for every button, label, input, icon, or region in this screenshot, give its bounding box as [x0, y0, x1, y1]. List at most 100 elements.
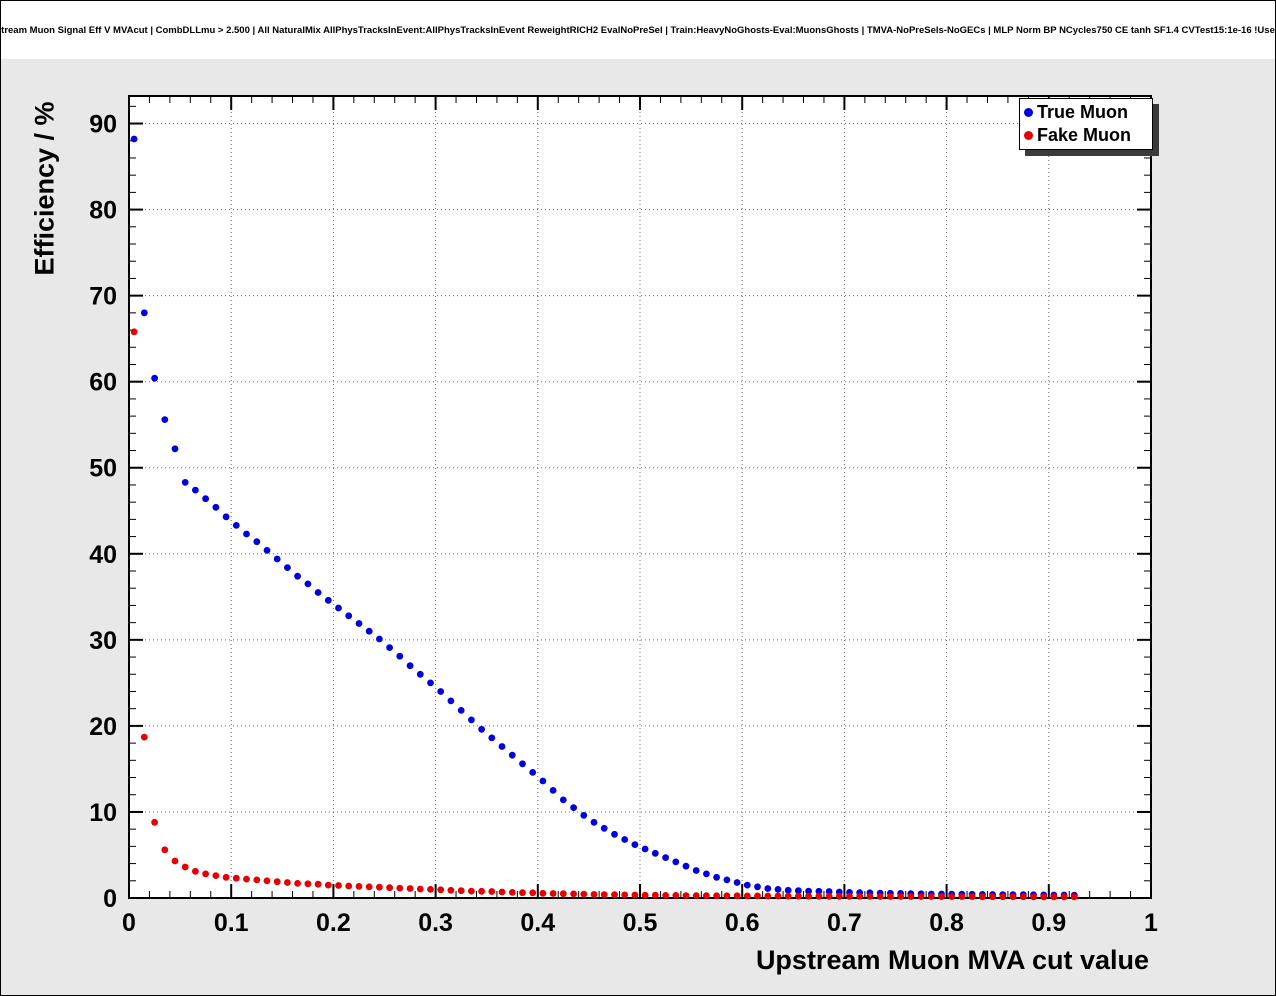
data-point: [232, 522, 240, 529]
data-point: [406, 885, 414, 892]
data-point: [437, 886, 445, 894]
data-point: [243, 530, 250, 538]
data-point: [396, 652, 404, 660]
data-point: [314, 880, 322, 888]
data-point: [815, 887, 823, 895]
data-point: [764, 885, 772, 892]
data-point: [130, 135, 138, 143]
x-tick-label: 0.2: [316, 909, 351, 937]
data-point: [181, 479, 189, 486]
data-point: [743, 881, 751, 889]
data-point: [273, 878, 281, 886]
data-point: [651, 891, 659, 899]
plot-title: Upstream Muon Signal Eff V MVAcut | Comb…: [1, 20, 1275, 40]
data-point: [437, 688, 445, 695]
data-point: [1019, 893, 1027, 901]
data-point: [938, 893, 945, 900]
data-point: [488, 888, 496, 895]
data-point: [580, 890, 588, 898]
data-point: [774, 892, 782, 900]
data-point: [192, 486, 199, 494]
data-point: [856, 893, 864, 900]
data-point: [140, 309, 148, 317]
data-point: [570, 890, 577, 898]
data-point: [468, 887, 475, 895]
data-point: [253, 876, 261, 884]
data-point: [784, 886, 792, 894]
data-point: [999, 893, 1007, 901]
data-point: [805, 887, 812, 895]
data-point: [273, 555, 281, 563]
data-point: [682, 892, 690, 899]
data-point: [835, 892, 843, 900]
data-point: [876, 893, 884, 900]
data-point: [621, 891, 629, 899]
data-point: [519, 889, 526, 897]
data-point: [171, 857, 179, 865]
data-point: [304, 880, 312, 888]
title-band: Upstream Muon Signal Eff V MVAcut | Comb…: [1, 1, 1275, 59]
data-point: [692, 867, 700, 874]
fake-muon-marker-icon: [1024, 131, 1033, 140]
data-point: [825, 892, 833, 900]
data-point: [498, 888, 506, 896]
x-tick-label: 1: [1144, 909, 1158, 937]
data-point: [784, 892, 792, 900]
data-point: [703, 892, 710, 900]
legend-label: True Muon: [1037, 102, 1128, 122]
data-point: [1040, 893, 1048, 901]
data-point: [202, 870, 210, 878]
data-point: [672, 858, 680, 866]
data-point: [968, 893, 976, 900]
data-point: [692, 892, 700, 899]
data-point: [376, 635, 383, 643]
data-point: [682, 862, 690, 870]
data-point: [590, 818, 598, 826]
data-point: [611, 891, 618, 899]
data-point: [764, 892, 772, 900]
data-point: [498, 743, 506, 750]
data-point: [1060, 893, 1068, 901]
data-point: [590, 891, 598, 898]
data-point: [376, 883, 383, 891]
x-tick-label: 0.6: [725, 909, 760, 937]
data-point: [151, 374, 159, 382]
data-point: [713, 873, 720, 881]
data-point: [1030, 893, 1037, 901]
data-point: [335, 882, 342, 889]
data-point: [825, 888, 833, 895]
data-point: [519, 760, 526, 768]
data-point: [232, 874, 240, 882]
data-point: [192, 867, 199, 875]
data-point: [641, 845, 649, 853]
x-axis-title: Upstream Muon MVA cut value: [755, 945, 1149, 975]
y-tick-label: 0: [103, 885, 117, 913]
data-point: [600, 824, 608, 832]
data-point: [406, 662, 414, 670]
data-point: [222, 513, 230, 521]
data-point: [345, 612, 353, 620]
data-point: [355, 620, 363, 627]
x-tick-label: 0: [122, 909, 136, 937]
data-point: [754, 883, 761, 891]
data-point: [324, 596, 332, 604]
data-point: [222, 873, 230, 881]
data-point: [887, 893, 894, 900]
data-point: [539, 889, 547, 897]
data-point: [641, 891, 649, 899]
data-point: [130, 328, 138, 336]
y-tick-label: 10: [89, 799, 117, 827]
data-point: [508, 889, 516, 896]
y-tick-label: 70: [89, 283, 117, 311]
data-point: [559, 796, 567, 804]
data-point: [212, 503, 220, 511]
data-point: [202, 495, 210, 503]
data-point: [263, 877, 271, 885]
data-point: [416, 885, 424, 893]
data-point: [365, 883, 373, 891]
data-point: [743, 892, 751, 900]
data-point: [304, 580, 312, 588]
data-point: [478, 887, 485, 895]
data-point: [386, 884, 393, 892]
data-point: [447, 697, 455, 705]
